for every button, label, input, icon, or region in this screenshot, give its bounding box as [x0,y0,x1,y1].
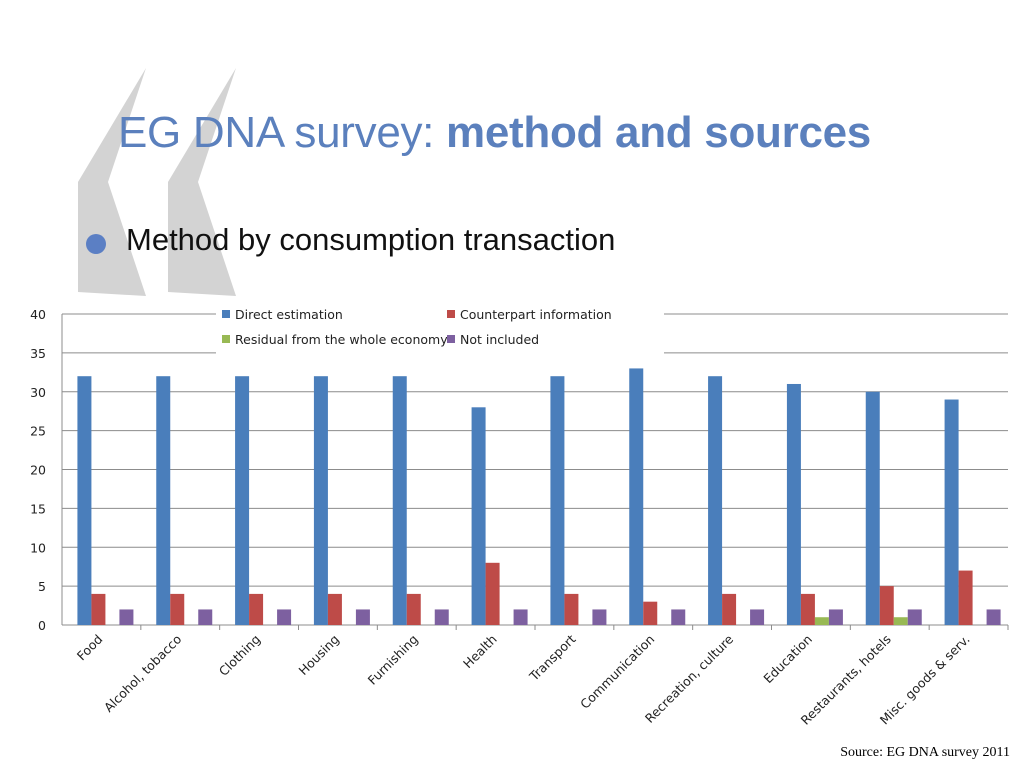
bar-0-3 [313,376,328,625]
legend-swatch [222,335,230,343]
bar-0-2 [235,376,250,625]
bar-0-11 [944,399,959,625]
bullet-dot-icon [86,234,106,254]
bar-3-11 [986,609,1001,625]
bar-1-11 [958,570,973,625]
y-tick-label: 25 [30,424,46,439]
bar-3-4 [434,609,449,625]
x-tick-label: Health [460,632,500,672]
bar-1-2 [249,593,264,625]
x-tick-label: Transport [526,631,579,684]
legend-label: Direct estimation [235,307,343,322]
bar-0-6 [550,376,565,625]
x-tick-label: Education [760,632,815,687]
slide-title: EG DNA survey: method and sources [118,108,871,158]
bar-0-4 [392,376,407,625]
y-tick-label: 10 [30,540,46,555]
y-tick-label: 20 [30,463,46,478]
bullet-item: Method by consumption transaction [86,222,615,258]
x-tick-label: Alcohol, tobacco [101,632,184,715]
legend-label: Residual from the whole economy [235,332,448,347]
bar-3-0 [119,609,134,625]
bar-0-8 [708,376,723,625]
bar-1-4 [406,593,421,625]
bar-3-1 [198,609,213,625]
y-tick-label: 5 [38,579,46,594]
x-tick-label: Food [74,632,106,664]
x-tick-label: Recreation, culture [642,631,737,726]
bar-1-6 [564,593,579,625]
x-tick-label: Housing [296,632,343,679]
y-tick-label: 30 [30,385,46,400]
bar-0-5 [471,407,486,625]
bar-3-9 [828,609,843,625]
bar-3-5 [513,609,528,625]
title-bold: method and sources [446,108,871,157]
title-regular: EG DNA survey: [118,108,447,157]
bar-3-8 [750,609,765,625]
x-tick-label: Clothing [216,632,263,679]
bar-3-3 [355,609,370,625]
bar-1-9 [800,593,815,625]
bar-1-7 [643,601,658,625]
y-tick-label: 35 [30,346,46,361]
legend-swatch [222,310,230,318]
bar-0-7 [629,368,644,625]
bar-0-10 [865,391,880,625]
legend-label: Not included [460,332,539,347]
x-tick-label: Communication [577,632,657,712]
legend-label: Counterpart information [460,307,612,322]
x-tick-label: Furnishing [365,632,421,688]
source-note: Source: EG DNA survey 2011 [840,745,1010,760]
x-tick-label: Misc. goods & serv. [877,632,973,728]
bar-1-10 [879,586,894,625]
y-tick-label: 40 [30,307,46,322]
bar-1-3 [327,593,342,625]
bar-3-10 [907,609,922,625]
bar-3-6 [592,609,607,625]
legend-swatch [447,310,455,318]
bar-0-0 [77,376,92,625]
bar-2-9 [814,617,829,625]
bar-3-2 [277,609,292,625]
legend-swatch [447,335,455,343]
bar-1-8 [722,593,737,625]
bar-2-10 [893,617,908,625]
bar-3-7 [671,609,686,625]
bar-0-9 [786,383,801,625]
bullet-text: Method by consumption transaction [126,222,616,257]
y-tick-label: 15 [30,501,46,516]
bar-1-0 [91,593,106,625]
bar-1-5 [485,562,500,625]
bar-0-1 [156,376,171,625]
bar-1-1 [170,593,185,625]
y-tick-label: 0 [38,618,46,633]
legend-box [216,304,664,356]
